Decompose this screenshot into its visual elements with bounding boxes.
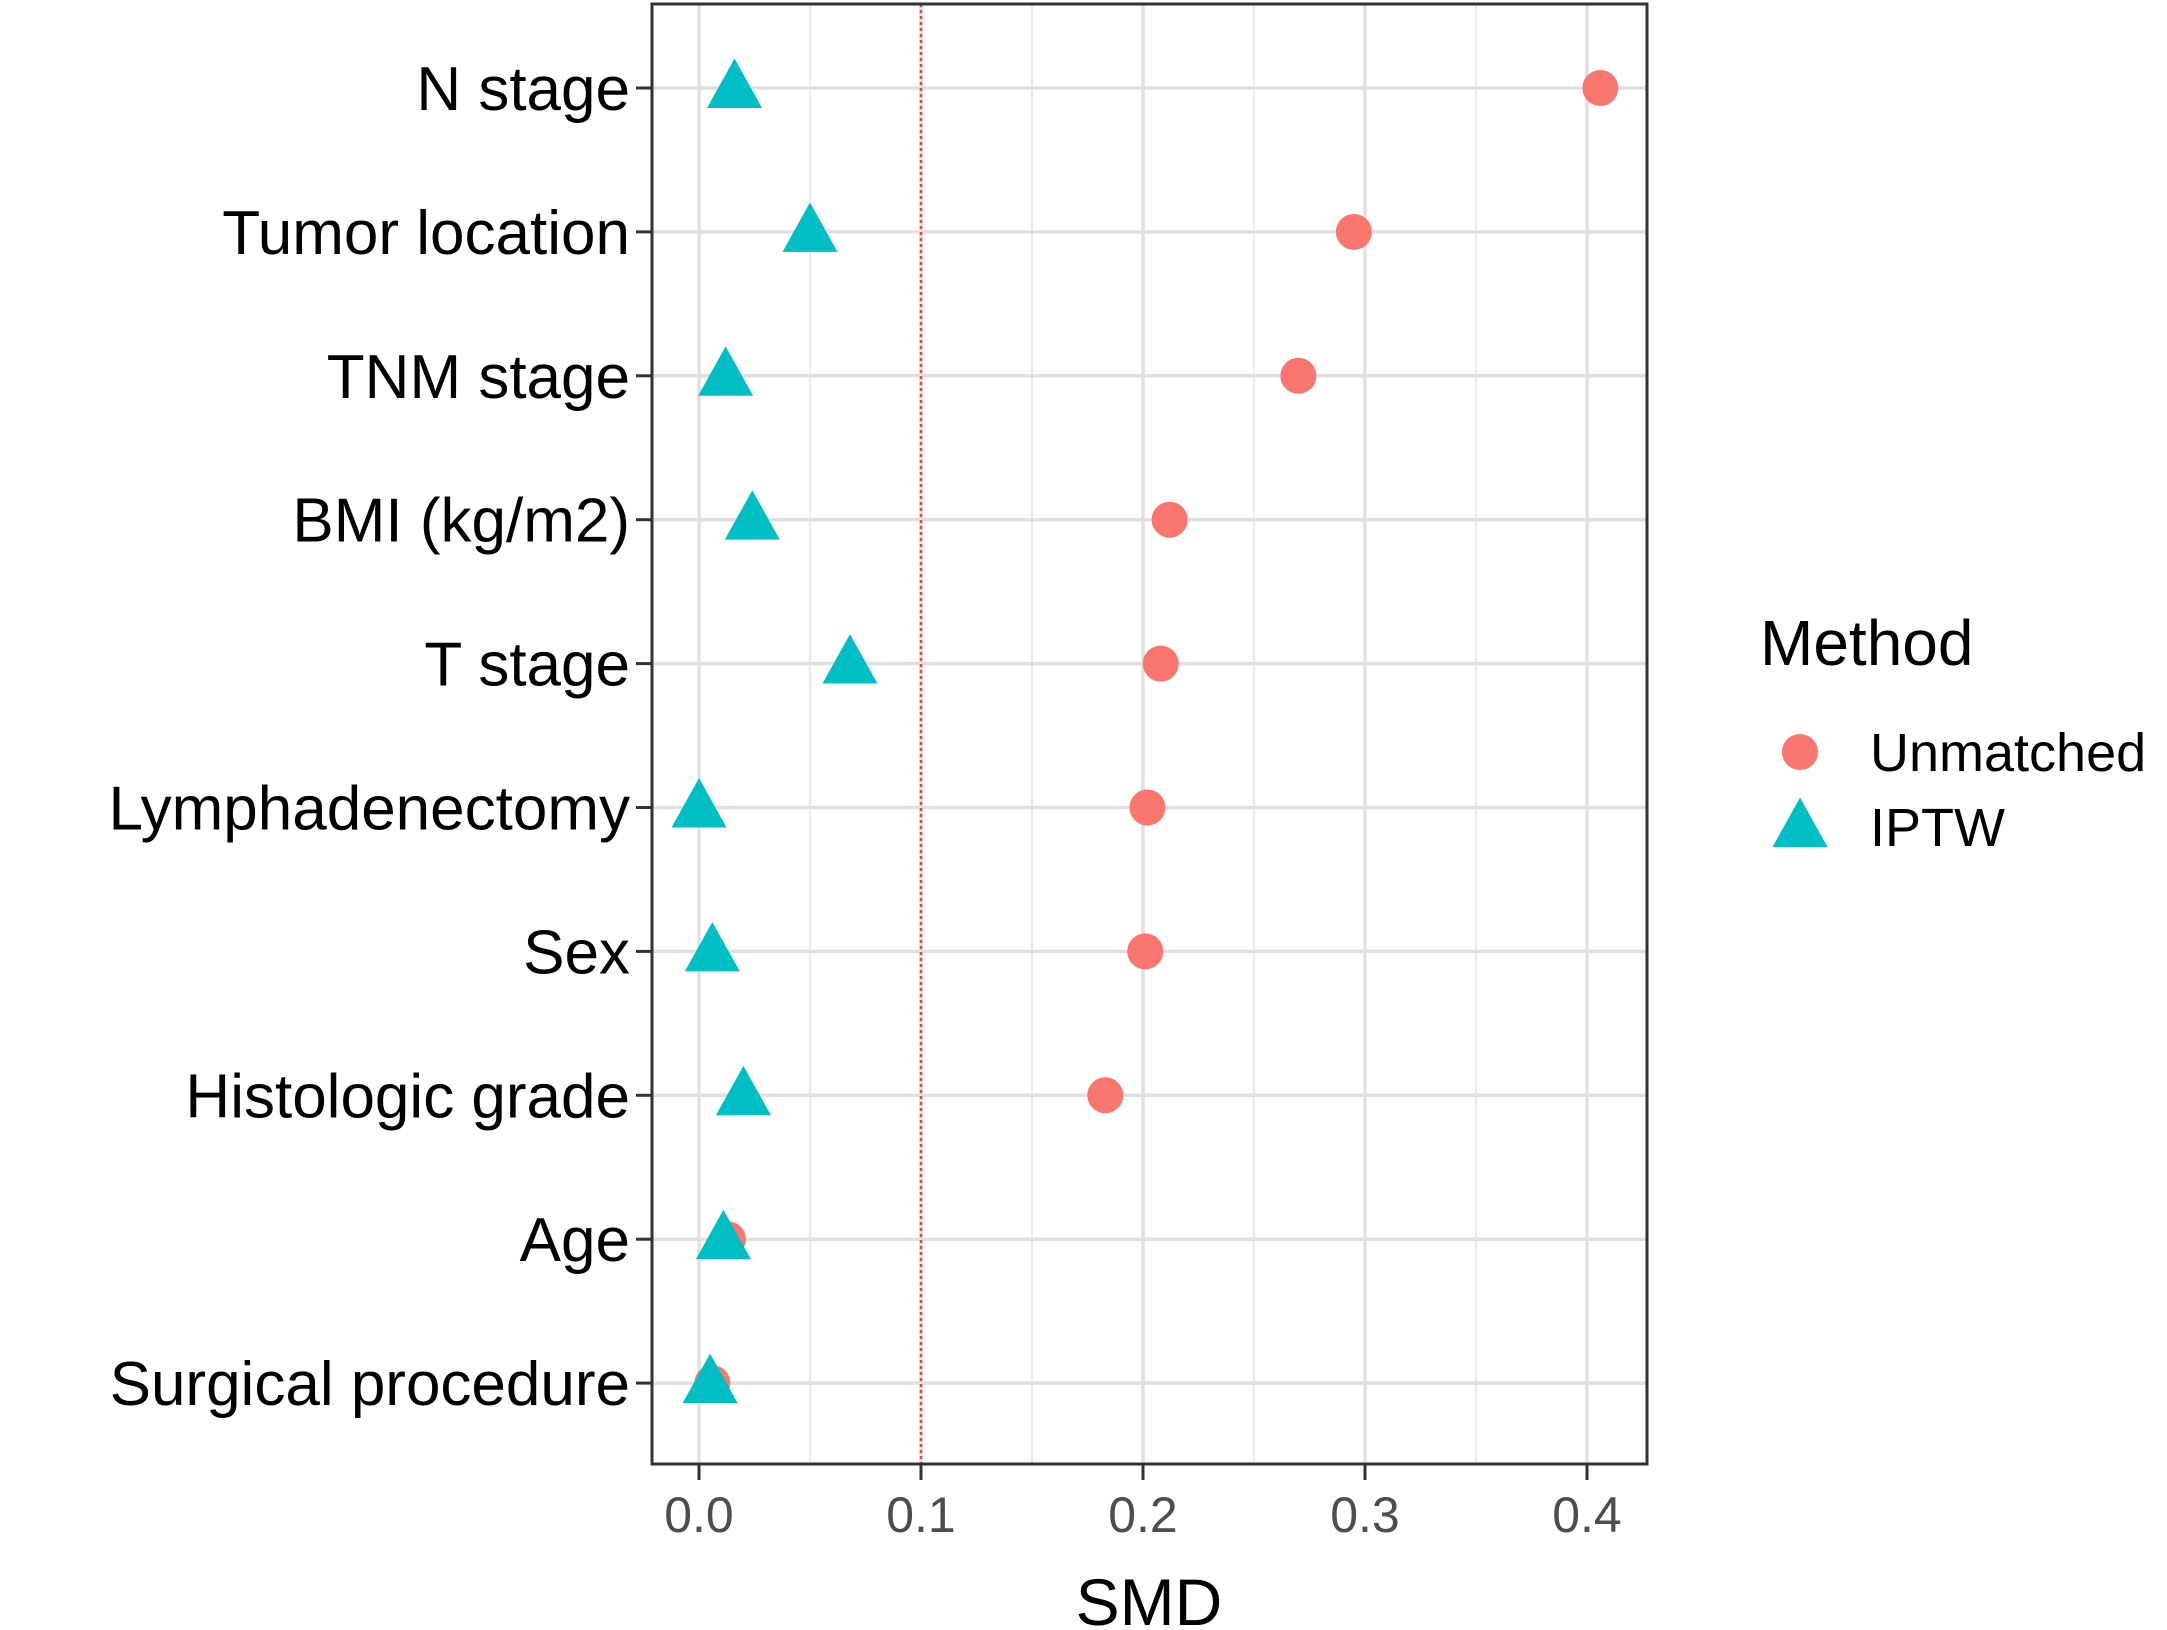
y-tick-label: N stage <box>416 55 630 124</box>
legend-label-iptw: IPTW <box>1870 798 2005 858</box>
point-unmatched <box>1582 70 1619 106</box>
x-tick-label: 0.4 <box>1552 1487 1622 1543</box>
y-tick-label: Tumor location <box>222 199 630 268</box>
point-iptw <box>682 1353 738 1404</box>
point-iptw <box>698 346 754 396</box>
y-axis: N stage Tumor location TNM stage BMI (kg/m2… <box>108 55 652 1419</box>
legend-key-unmatched <box>1782 734 1818 770</box>
point-iptw <box>707 58 763 108</box>
data-points <box>671 58 1619 1404</box>
point-unmatched <box>1087 1077 1124 1114</box>
point-unmatched <box>1280 357 1317 394</box>
point-unmatched <box>1127 933 1164 970</box>
legend-key-iptw <box>1772 797 1828 847</box>
legend-label-unmatched: Unmatched <box>1870 723 2146 783</box>
y-tick-label: Histologic grade <box>185 1062 630 1131</box>
y-tick-label: Surgical procedure <box>110 1350 630 1419</box>
point-unmatched <box>1142 645 1179 682</box>
point-unmatched <box>1335 213 1372 250</box>
x-tick-label: 0.3 <box>1330 1487 1400 1543</box>
point-unmatched <box>1151 501 1188 538</box>
point-iptw <box>671 778 727 828</box>
point-iptw <box>822 634 878 684</box>
y-tick-label: T stage <box>424 631 630 700</box>
point-iptw <box>684 921 740 972</box>
y-tick-label: Age <box>520 1206 630 1275</box>
plot-panel-border <box>650 2 1649 1466</box>
x-tick-label: 0.1 <box>886 1487 956 1543</box>
point-unmatched <box>1129 789 1166 826</box>
legend-title: Method <box>1760 607 1973 679</box>
y-tick-label: Lymphadenectomy <box>108 775 630 844</box>
y-tick-label: TNM stage <box>327 343 630 412</box>
point-iptw <box>782 202 838 252</box>
legend: Method Unmatched IPTW <box>1760 607 2146 858</box>
x-tick-label: 0.2 <box>1108 1487 1178 1543</box>
point-iptw <box>724 490 780 540</box>
y-tick-label: BMI (kg/m2) <box>292 487 630 556</box>
x-axis: 0.0 0.1 0.2 0.3 0.4 <box>664 1464 1622 1543</box>
point-iptw <box>695 1209 751 1260</box>
x-axis-title: SMD <box>1076 1565 1223 1630</box>
x-tick-label: 0.0 <box>664 1487 734 1543</box>
y-tick-label: Sex <box>523 918 630 987</box>
point-iptw <box>715 1065 771 1116</box>
